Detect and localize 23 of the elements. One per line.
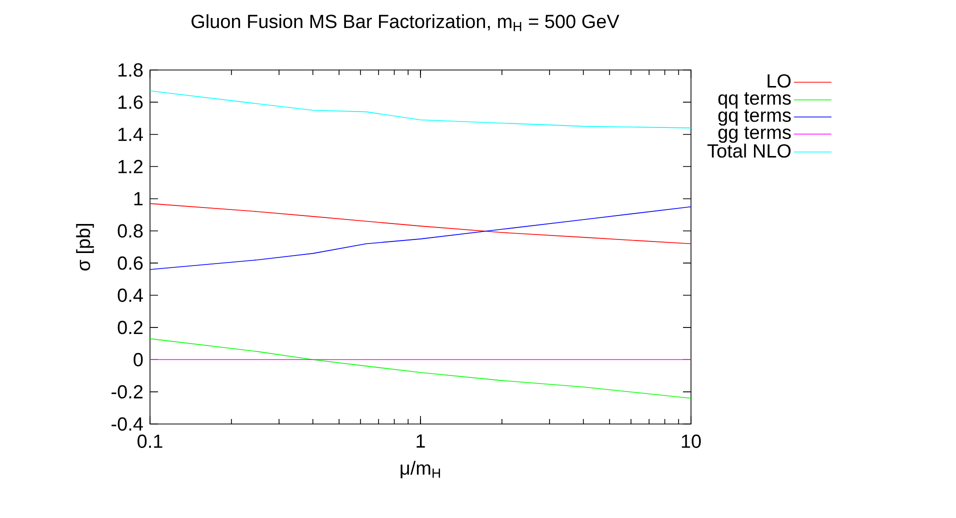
- y-tick-label: 0.4: [118, 288, 143, 302]
- y-tick-label: 1.2: [118, 160, 143, 174]
- y-tick-label: -0.2: [112, 385, 143, 399]
- x-tick-label: 0.1: [138, 434, 162, 448]
- x-tick-label: 10: [682, 434, 701, 448]
- legend-label: Total NLO: [707, 144, 791, 158]
- chart-title: Gluon Fusion MS Bar Factorization, m$_{H}$ = 500 GeV: [192, 14, 620, 32]
- y-tick-label: 0.2: [118, 320, 143, 334]
- legend-label: LO: [768, 74, 791, 88]
- y-tick-label: 1.6: [118, 95, 143, 109]
- x-axis-title: μ/m$_{H}$: [400, 460, 440, 478]
- y-tick-label: -0.4: [112, 417, 143, 431]
- y-tick-label: 0.8: [118, 224, 143, 238]
- y-axis-title: σ [pb]: [76, 224, 94, 271]
- y-tick-label: 0.6: [118, 256, 143, 270]
- y-tick-label: 1.4: [118, 128, 143, 141]
- legend-label: gg terms: [718, 126, 791, 143]
- x-tick-label: 1: [416, 434, 425, 448]
- y-tick-label: 1: [134, 192, 143, 206]
- legend-label: qq terms: [718, 92, 791, 109]
- y-tick-label: 1.8: [118, 63, 143, 77]
- legend-label: gq terms: [718, 109, 791, 126]
- y-tick-label: 0: [134, 352, 143, 366]
